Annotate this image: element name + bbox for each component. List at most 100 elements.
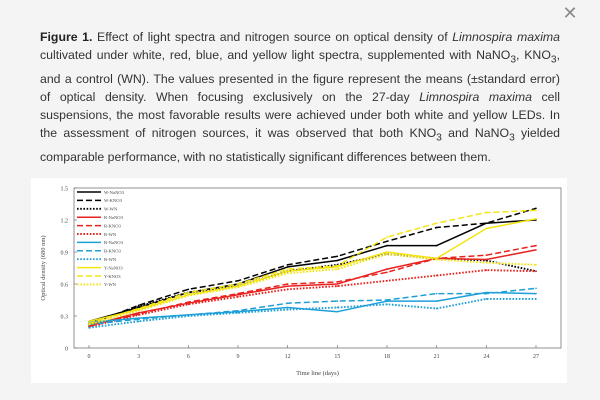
data-point	[485, 292, 488, 295]
caption-text: and NaNO	[441, 126, 510, 141]
data-point	[485, 269, 488, 271]
series-line-w-wn	[88, 253, 537, 325]
series-line-y-kno3	[88, 209, 537, 325]
subscript: 3	[436, 132, 442, 144]
data-point	[88, 326, 90, 329]
data-point	[485, 254, 488, 256]
series-line-w-kno3	[88, 207, 537, 326]
data-point	[237, 312, 239, 314]
data-point	[535, 270, 537, 272]
data-point	[435, 226, 438, 229]
x-tick-label: 15	[334, 354, 340, 360]
data-point	[535, 244, 537, 247]
legend-label: R-KNO3	[104, 223, 122, 228]
legend-label: R-NaNO3	[104, 215, 124, 220]
y-tick-label: 0	[65, 347, 68, 353]
data-point	[336, 259, 339, 262]
data-point	[435, 307, 438, 310]
data-point	[386, 236, 388, 238]
series-line-y-nano3	[88, 218, 537, 323]
close-icon[interactable]: ✕	[562, 3, 578, 24]
x-tick-label: 6	[187, 354, 190, 360]
data-point	[336, 285, 339, 287]
data-point	[485, 261, 488, 264]
data-point	[435, 222, 438, 224]
caption-text: cultivated under white, red, blue, and y…	[40, 48, 511, 63]
series-line-b-kno3	[88, 287, 537, 326]
data-point	[336, 300, 339, 302]
data-point	[286, 266, 289, 268]
data-point	[435, 292, 438, 295]
figure-caption: Figure 1. Effect of light spectra and ni…	[40, 28, 560, 166]
data-point	[88, 323, 90, 326]
plot-frame	[73, 187, 562, 349]
data-point	[535, 207, 537, 210]
data-point	[286, 272, 289, 275]
data-point	[187, 291, 190, 294]
figure-label: Figure 1.	[40, 30, 93, 44]
data-point	[237, 286, 239, 288]
data-point	[286, 268, 289, 270]
x-tick-label: 9	[237, 354, 240, 360]
data-point	[386, 251, 388, 253]
data-point	[336, 268, 339, 270]
data-point	[286, 308, 289, 311]
caption-text: Effect of light spectra and nitrogen sou…	[92, 30, 453, 44]
data-point	[535, 298, 537, 300]
y-tick-label: 0.9	[61, 251, 69, 257]
data-point	[435, 258, 438, 261]
data-point	[535, 218, 537, 220]
legend-label: W-KNO3	[104, 198, 123, 203]
data-point	[187, 288, 190, 291]
x-tick-label: 12	[285, 354, 291, 360]
data-point	[286, 288, 289, 291]
data-point	[237, 296, 239, 298]
legend-label: B-KNO3	[104, 249, 122, 254]
data-point	[336, 281, 339, 283]
species-name: Limnospira maxima	[419, 90, 532, 105]
data-point	[485, 227, 488, 230]
data-point	[386, 244, 388, 247]
figure-image: 0 0.3 0.6 0.9 1.2 1.5 0 3 6 9 12 15 18 21 24 27 Time lin…	[31, 178, 567, 383]
y-tick-label: 0.3	[61, 315, 69, 321]
data-point	[137, 314, 140, 316]
caption-text: yielded comparable performance, with no …	[40, 126, 560, 165]
caption-text: , and a control (WN). The values present…	[40, 48, 561, 105]
data-point	[286, 306, 289, 309]
data-point	[336, 265, 339, 267]
data-point	[435, 300, 438, 302]
legend-label: Y-WN	[104, 282, 117, 287]
data-point	[386, 280, 388, 282]
legend-label: Y-KNO3	[104, 274, 121, 279]
data-point	[535, 292, 537, 295]
data-point	[386, 253, 388, 255]
caption-text: cell suspensions, the most favorable res…	[40, 90, 560, 141]
x-axis-label: Time line (days)	[296, 370, 339, 377]
data-point	[286, 302, 289, 304]
data-point	[137, 309, 140, 312]
data-point	[535, 209, 537, 212]
y-tick-label: 0.6	[61, 283, 69, 289]
x-tick-label: 27	[533, 354, 539, 360]
data-point	[237, 309, 239, 312]
data-point	[237, 283, 239, 285]
data-point	[336, 255, 339, 258]
subscript: 3	[510, 54, 517, 66]
data-point	[435, 274, 438, 277]
legend-label: B-NaNO3	[104, 240, 124, 245]
series-line-y-wn	[88, 253, 537, 326]
data-point	[386, 240, 388, 243]
data-point	[187, 303, 190, 306]
data-point	[137, 320, 140, 323]
legend-label: W-WN	[104, 207, 118, 212]
data-point	[286, 270, 289, 272]
data-point	[187, 315, 190, 317]
data-point	[286, 264, 289, 266]
data-point	[336, 283, 339, 285]
series-line-r-kno3	[88, 244, 537, 328]
y-tick-label: 1.5	[61, 187, 69, 193]
data-point	[386, 303, 388, 306]
subscript: 3	[550, 54, 557, 66]
legend-label: W-NaNO3	[104, 190, 125, 195]
